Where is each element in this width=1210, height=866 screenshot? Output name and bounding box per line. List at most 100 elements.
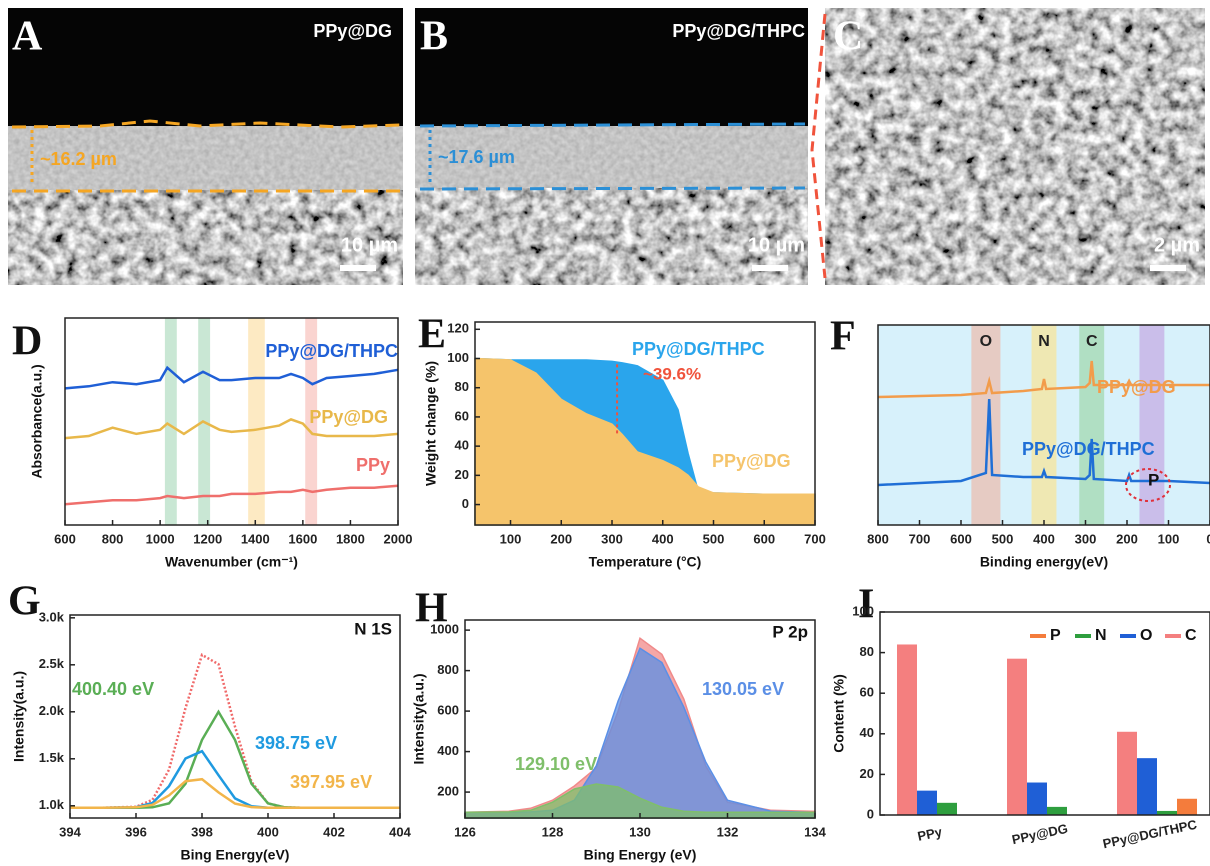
- y-tick-label: 600: [437, 703, 459, 718]
- annotation: ~39.6%: [643, 364, 701, 383]
- y-tick-label: 20: [455, 467, 469, 482]
- y-tick-label: 80: [860, 644, 874, 659]
- y-tick-label: 3.0k: [39, 609, 65, 624]
- x-tick-label: 2000: [384, 531, 413, 546]
- panel-letter: F: [830, 314, 856, 360]
- bar: [1177, 798, 1197, 815]
- bar: [1117, 731, 1137, 815]
- highlight-band: [971, 325, 1001, 525]
- highlight-band: [1031, 325, 1057, 525]
- x-tick-label: 132: [717, 824, 739, 839]
- annotation: P 2p: [772, 622, 808, 641]
- annotation: N 1S: [354, 619, 392, 638]
- panel-letter: G: [8, 579, 41, 625]
- y-tick-label: 0: [867, 806, 874, 821]
- line: [64, 484, 399, 506]
- x-tick-label: 1400: [241, 531, 270, 546]
- y-tick-label: 1.5k: [39, 750, 65, 765]
- bar: [1007, 658, 1027, 815]
- bar: [937, 802, 957, 815]
- series-label: 397.95 eV: [290, 772, 372, 792]
- x-tick-label: 300: [601, 531, 623, 546]
- x-axis-title: Bing Energy (eV): [584, 847, 697, 863]
- x-tick-label: 404: [389, 824, 411, 839]
- y-axis-title: Absorbance(a.u.): [29, 364, 45, 478]
- y-tick-label: 1000: [430, 622, 459, 637]
- line: [877, 360, 1210, 399]
- sem-image-c: C 2 µm: [810, 8, 1205, 285]
- thickness: ~16.2 µm: [40, 149, 117, 169]
- x-axis-title: Temperature (°C): [589, 554, 702, 570]
- highlight-band: [248, 318, 265, 525]
- sample-label: PPy@DG/THPC: [672, 21, 805, 41]
- band-label: O: [980, 333, 992, 350]
- y-axis-title: Intensity(a.u.): [411, 673, 427, 764]
- x-tick-label: 500: [992, 531, 1014, 546]
- line: [64, 418, 399, 440]
- chart-panel: E PPy@DG/THPC PPy@DG 100 200 300 400 500 600 700 0…: [418, 312, 826, 570]
- series-label: PPy@DG: [309, 407, 388, 427]
- highlight-band: [305, 318, 318, 525]
- chart-panel: H 130.05 eV 129.10 eV 126 128 130 132 134 200 400…: [411, 586, 827, 863]
- line: [70, 777, 400, 809]
- x-axis-title: Binding energy(eV): [980, 554, 1108, 570]
- series-label: 398.75 eV: [255, 733, 337, 753]
- y-tick-label: 2.5k: [39, 656, 65, 671]
- x-axis-title: Bing Energy(eV): [181, 847, 290, 863]
- x-tick-label: 0: [1206, 531, 1210, 546]
- panel-letter: C: [833, 14, 863, 60]
- scale-bar-label: 10 µm: [341, 234, 398, 256]
- bar: [1027, 782, 1047, 815]
- x-tick-label: 700: [909, 531, 931, 546]
- x-tick-label: 400: [652, 531, 674, 546]
- x-tick-label: 126: [454, 824, 476, 839]
- annotation-circle: [1125, 468, 1171, 502]
- y-tick-label: 80: [455, 379, 469, 394]
- bar: [917, 790, 937, 815]
- x-tick-label: PPy@DG: [1010, 821, 1069, 847]
- x-tick-label: 128: [542, 824, 564, 839]
- legend-label: C: [1185, 627, 1197, 644]
- x-tick-label: 300: [1075, 531, 1097, 546]
- series-label: 130.05 eV: [702, 679, 784, 699]
- x-tick-label: PPy: [916, 824, 944, 844]
- series-label: PPy@DG: [712, 451, 791, 471]
- x-tick-label: 700: [804, 531, 826, 546]
- x-tick-label: 500: [703, 531, 725, 546]
- thickness: ~17.6 µm: [438, 147, 515, 167]
- x-tick-label: 600: [950, 531, 972, 546]
- scale-bar-label: 2 µm: [1154, 234, 1200, 256]
- annotation: P: [1148, 470, 1159, 489]
- chart-panel: I PPy PPy@DG PPy@DG/THPC P N O C 0 20 40 60 80 100 Con…: [831, 582, 1210, 852]
- x-tick-label: 800: [102, 531, 124, 546]
- y-axis-title: Intensity(a.u.): [11, 671, 27, 762]
- series-label: PPy@DG/THPC: [265, 341, 398, 361]
- highlight-band: [164, 318, 177, 525]
- sem-image-a: A PPy@DG ~16.2 µm 10 µm: [8, 8, 403, 285]
- x-tick-label: 396: [125, 824, 147, 839]
- line: [64, 365, 399, 390]
- legend-label: N: [1095, 627, 1107, 644]
- x-tick-label: 130: [629, 824, 651, 839]
- area: [464, 647, 816, 819]
- x-tick-label: PPy@DG/THPC: [1101, 817, 1198, 852]
- sample-label: PPy@DG: [313, 21, 392, 41]
- x-tick-label: 1800: [336, 531, 365, 546]
- highlight-band: [1139, 325, 1165, 525]
- y-tick-label: 40: [860, 725, 874, 740]
- x-tick-label: 800: [867, 531, 889, 546]
- y-tick-label: 200: [437, 784, 459, 799]
- series-label: PPy@DG/THPC: [632, 339, 765, 359]
- series-label: PPy@DG: [1097, 377, 1176, 397]
- y-tick-label: 800: [437, 662, 459, 677]
- plot-frame: [879, 611, 1210, 816]
- bar: [897, 644, 917, 815]
- y-tick-label: 60: [860, 685, 874, 700]
- x-tick-label: 100: [1158, 531, 1180, 546]
- y-axis-title: Content (%): [831, 674, 847, 753]
- x-tick-label: 402: [323, 824, 345, 839]
- x-tick-label: 134: [804, 824, 826, 839]
- band-label: N: [1038, 333, 1050, 350]
- x-tick-label: 100: [500, 531, 522, 546]
- y-tick-label: 2.0k: [39, 703, 65, 718]
